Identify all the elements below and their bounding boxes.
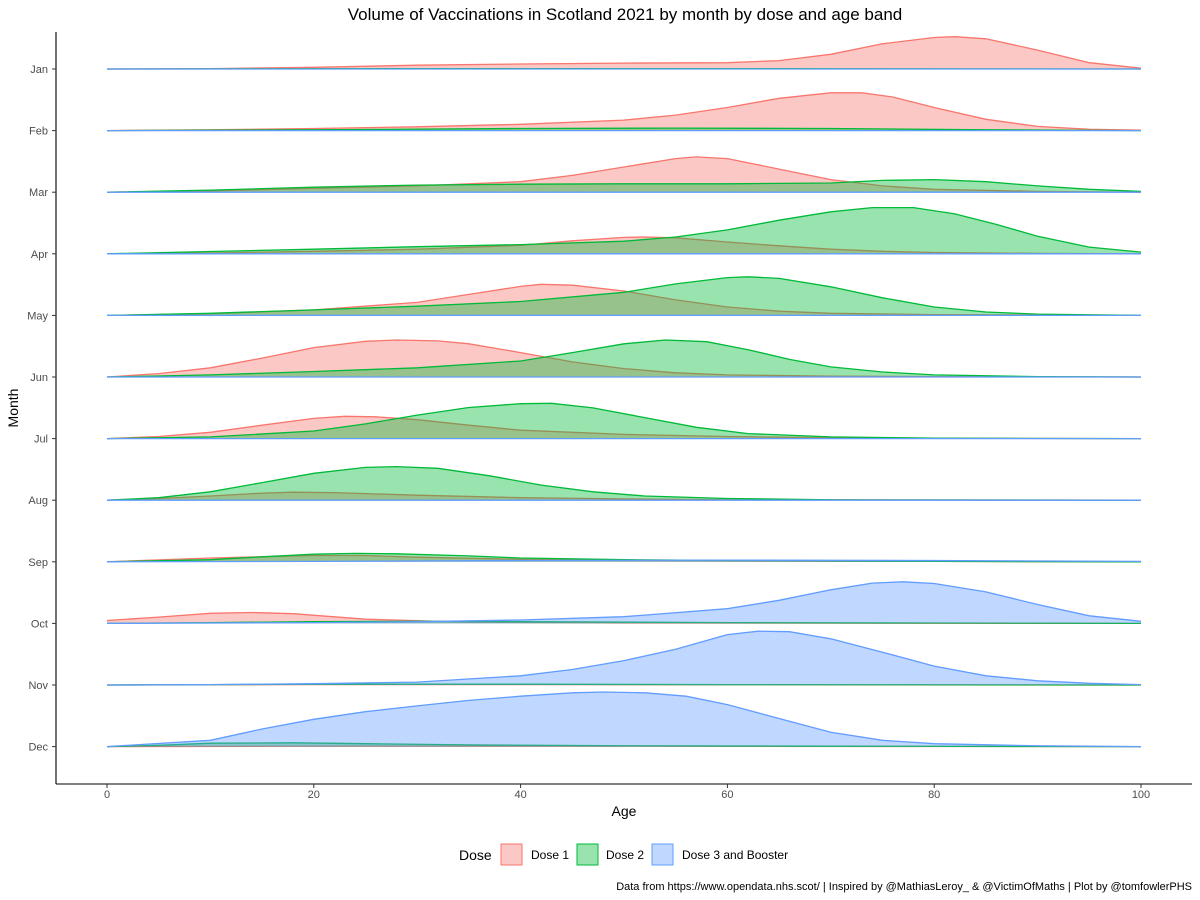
ridge-line-dec-series-3 <box>106 691 1142 748</box>
y-tick-label-feb: Feb <box>29 126 48 138</box>
ridge-area-mar-series-1 <box>107 156 1141 193</box>
ridge-line-aug-series-1 <box>106 491 1142 501</box>
ridge-line-may-series-2 <box>106 276 1142 317</box>
x-tick-label-20: 20 <box>308 789 320 801</box>
ridge-area-jul-series-1 <box>107 416 1141 439</box>
ridge-area-sep-series-1 <box>107 555 1141 562</box>
ridge-area-feb-series-1 <box>107 92 1141 131</box>
ridge-line-apr-series-2 <box>106 206 1142 255</box>
y-tick-label-jul: Jul <box>34 434 48 446</box>
ridge-area-nov-series-3 <box>107 631 1141 685</box>
ridge-line-feb-series-2 <box>106 127 1142 132</box>
ridge-line-jul-series-2 <box>106 402 1142 440</box>
y-axis-ticks: Jan Feb Mar Apr May Jun Jul Aug Sep Oct Nov Dec <box>27 64 56 754</box>
ridge-line-feb-series-1 <box>106 92 1142 132</box>
ridge-line-oct-series-1 <box>106 611 1142 625</box>
x-tick-label-60: 60 <box>721 789 733 801</box>
legend-title: Dose <box>459 847 492 863</box>
ridge-area-mar-series-2 <box>107 179 1141 193</box>
ridge-area-sep-series-2 <box>107 553 1141 562</box>
ridge-area-jan-series-1 <box>107 36 1141 69</box>
y-tick-label-may: May <box>27 310 48 322</box>
ridge-area-oct-series-1 <box>107 612 1141 624</box>
ridge-area-apr-series-1 <box>107 237 1141 254</box>
x-tick-label-100: 100 <box>1132 789 1150 801</box>
x-axis-ticks: 0 20 40 60 80 100 <box>104 784 1150 801</box>
ridge-area-may-series-2 <box>107 276 1141 316</box>
ridge-line-dec-series-2 <box>106 742 1142 748</box>
x-tick-label-0: 0 <box>104 789 110 801</box>
ridge-area-jun-series-2 <box>107 340 1141 377</box>
y-tick-label-sep: Sep <box>28 557 48 569</box>
ridge-line-apr-series-1 <box>106 236 1142 255</box>
caption: Data from https://www.opendata.nhs.scot/… <box>616 881 1192 893</box>
ridge-line-mar-series-1 <box>106 156 1142 193</box>
ridge-area-aug-series-2 <box>107 466 1141 501</box>
x-tick-label-40: 40 <box>514 789 526 801</box>
legend-key-dose-1 <box>500 843 523 866</box>
ridge-line-aug-series-2 <box>106 465 1142 501</box>
y-tick-label-mar: Mar <box>29 187 48 199</box>
ridge-area-apr-series-2 <box>107 207 1141 254</box>
y-tick-label-jun: Jun <box>30 372 48 384</box>
x-axis-title: Age <box>612 803 637 819</box>
legend: Dose Dose 1 Dose 2 Dose 3 and Booster <box>459 843 788 866</box>
y-tick-label-apr: Apr <box>31 249 48 261</box>
ridge-area-jun-series-1 <box>107 340 1141 377</box>
ridge-line-sep-series-3 <box>106 559 1142 563</box>
y-tick-label-jan: Jan <box>30 64 48 76</box>
ridge-area-oct-series-3 <box>107 581 1141 624</box>
x-tick-label-80: 80 <box>928 789 940 801</box>
y-tick-label-oct: Oct <box>31 618 48 630</box>
ridge-line-oct-series-3 <box>106 581 1142 625</box>
ridge-line-may-series-1 <box>106 283 1142 317</box>
ridge-line-jan-series-1 <box>106 36 1142 70</box>
legend-label-dose-1: Dose 1 <box>531 848 569 862</box>
ridge-line-jul-series-1 <box>106 415 1142 440</box>
y-tick-label-nov: Nov <box>28 680 48 692</box>
ridge-line-jun-series-1 <box>106 339 1142 378</box>
legend-key-dose-3 <box>651 843 674 866</box>
ridge-area-dec-series-3 <box>107 692 1141 747</box>
ridge-line-mar-series-2 <box>106 178 1142 193</box>
ridge-area-jul-series-2 <box>107 403 1141 439</box>
legend-label-dose-3: Dose 3 and Booster <box>682 848 788 862</box>
chart-title: Volume of Vaccinations in Scotland 2021 … <box>348 5 902 24</box>
y-axis-title: Month <box>5 389 21 428</box>
y-tick-label-dec: Dec <box>28 742 48 754</box>
legend-key-dose-2 <box>576 843 599 866</box>
ridge-line-jun-series-2 <box>106 339 1142 378</box>
y-tick-label-aug: Aug <box>28 495 48 507</box>
ridges-layer <box>106 36 1142 748</box>
legend-label-dose-2: Dose 2 <box>606 848 644 862</box>
ridge-line-nov-series-3 <box>106 630 1142 686</box>
